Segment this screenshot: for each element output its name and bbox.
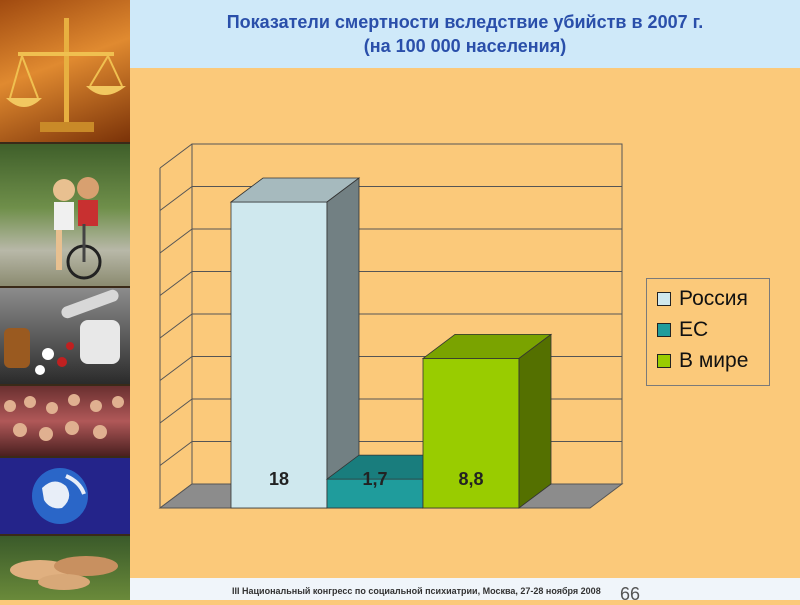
scales-of-justice-photo bbox=[0, 0, 130, 142]
gridline-side-8 bbox=[159, 143, 193, 169]
slide-number: 66 bbox=[620, 584, 641, 604]
pills-and-syringe-photo bbox=[0, 288, 130, 384]
chart-title: Показатели смертности вследствие убийств… bbox=[130, 10, 800, 58]
gridline-side-6 bbox=[159, 228, 193, 254]
gridline-side-2 bbox=[159, 398, 193, 424]
legend-label-1: ЕС bbox=[679, 318, 709, 341]
gridline-side-1 bbox=[159, 441, 193, 466]
title-line-1: Показатели смертности вследствие убийств… bbox=[226, 12, 704, 32]
legend-item-0: Россия bbox=[657, 287, 748, 311]
bar-value-label-0: 18 bbox=[269, 469, 289, 489]
gridline-side-4 bbox=[159, 313, 193, 339]
joined-hands-photo bbox=[0, 536, 130, 600]
legend-item-1: ЕС bbox=[657, 318, 708, 342]
legend-swatch-0 bbox=[657, 292, 671, 306]
legend-item-2: В мире bbox=[657, 349, 748, 373]
footer-bar bbox=[130, 578, 800, 600]
legend-label-0: Россия bbox=[679, 287, 748, 310]
sidebar-photo-strip bbox=[0, 0, 130, 600]
bar-front-0 bbox=[230, 201, 328, 509]
title-line-2: (на 100 000 населения) bbox=[363, 36, 567, 56]
footer-text: III Национальный конгресс по социальной … bbox=[232, 586, 601, 596]
legend-label-2: В мире bbox=[679, 349, 749, 372]
bar-value-label-2: 8,8 bbox=[458, 469, 483, 489]
children-with-bicycle-photo bbox=[0, 144, 130, 286]
bar-value-label-1: 1,7 bbox=[362, 469, 387, 489]
bar-side-2 bbox=[518, 333, 552, 509]
earth-globe-photo bbox=[0, 458, 130, 534]
gridline-side-5 bbox=[159, 271, 193, 296]
gridline-side-3 bbox=[159, 356, 193, 381]
legend-swatch-1 bbox=[657, 323, 671, 337]
crowd-photo bbox=[0, 386, 130, 456]
gridline-side-7 bbox=[159, 186, 193, 211]
chart-legend: Россия ЕС В мире bbox=[646, 278, 770, 386]
title-banner bbox=[130, 0, 800, 68]
bar-front-2 bbox=[422, 357, 520, 509]
legend-swatch-2 bbox=[657, 354, 671, 368]
